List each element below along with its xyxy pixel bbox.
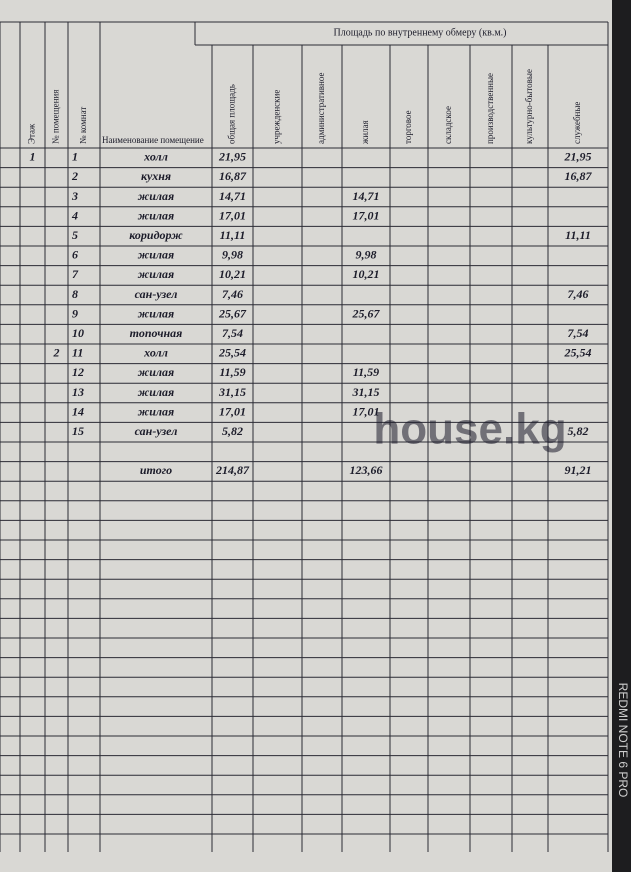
device-label: REDMI NOTE 6 PRO xyxy=(616,683,630,798)
cell-service: 7,54 xyxy=(568,326,589,340)
group-title: Площадь по внутреннему обмеру (кв.м.) xyxy=(333,27,506,38)
cell-service: 11,11 xyxy=(565,228,591,242)
cell-name: жилая xyxy=(138,208,174,222)
cell-total: 17,01 xyxy=(219,404,246,418)
cell-room: 12 xyxy=(72,365,84,379)
cell-service: 91,21 xyxy=(565,463,592,477)
column-header: учрежденские xyxy=(272,90,282,144)
cell-living: 31,15 xyxy=(352,385,380,399)
cell-total: 9,98 xyxy=(222,248,243,262)
cell-room: 13 xyxy=(72,385,84,399)
cell-room: 1 xyxy=(72,150,78,164)
cell-service: 21,95 xyxy=(564,150,592,164)
cell-name: жилая xyxy=(138,365,174,379)
cell-living: 17,01 xyxy=(353,208,380,222)
column-header: Этаж xyxy=(27,123,37,144)
cell-living: 11,59 xyxy=(353,365,379,379)
column-header: складское xyxy=(443,106,453,144)
cell-service: 7,46 xyxy=(568,287,589,301)
cell-total: 7,46 xyxy=(222,287,243,301)
cell-total: 5,82 xyxy=(222,424,243,438)
cell-living: 10,21 xyxy=(353,267,380,281)
cell-total: 31,15 xyxy=(218,385,246,399)
cell-total: 14,71 xyxy=(219,189,246,203)
cell-living: 14,71 xyxy=(353,189,380,203)
cell-name: сан-узел xyxy=(135,287,178,301)
cell-total: 11,11 xyxy=(220,228,246,242)
cell-living: 17,01 xyxy=(353,404,380,418)
cell-name: жилая xyxy=(138,248,174,262)
cell-room: 7 xyxy=(72,267,79,281)
cell-living: 9,98 xyxy=(356,248,377,262)
cell-name: холл xyxy=(143,346,168,360)
cell-premise: 2 xyxy=(53,346,60,360)
cell-name: жилая xyxy=(138,385,174,399)
column-header: общая площадь xyxy=(227,84,237,144)
cell-total: 25,67 xyxy=(218,306,247,320)
column-header: служебные xyxy=(572,102,582,144)
edge xyxy=(612,0,631,872)
column-header: Наименование помещение xyxy=(102,135,204,145)
cell-name: кухня xyxy=(141,169,171,183)
cell-room: 4 xyxy=(71,208,78,222)
column-header: № комнат xyxy=(78,107,88,144)
cell-total: 11,59 xyxy=(219,365,245,379)
paper xyxy=(0,0,612,872)
watermark: house.kg xyxy=(373,405,566,454)
column-header: производственные xyxy=(485,73,495,144)
column-header: № помещения xyxy=(51,90,61,144)
cell-name: жилая xyxy=(138,306,174,320)
cell-room: 10 xyxy=(72,326,84,340)
cell-service: 16,87 xyxy=(565,169,593,183)
cell-room: 11 xyxy=(72,346,83,360)
cell-total: 17,01 xyxy=(219,208,246,222)
cell-total: 214,87 xyxy=(215,463,250,477)
cell-service: 5,82 xyxy=(568,424,589,438)
column-header: культурно-бытовые xyxy=(524,69,534,144)
cell-name: сан-узел xyxy=(135,424,178,438)
cell-total: 7,54 xyxy=(222,326,243,340)
cell-name: итого xyxy=(140,463,172,477)
column-header: административное xyxy=(316,73,326,144)
cell-name: холл xyxy=(143,150,168,164)
cell-room: 8 xyxy=(72,287,78,301)
cell-room: 3 xyxy=(71,189,78,203)
cell-name: коридорж xyxy=(129,228,183,242)
cell-room: 9 xyxy=(72,306,78,320)
cell-total: 16,87 xyxy=(219,169,247,183)
cell-name: жилая xyxy=(138,404,174,418)
cell-room: 6 xyxy=(72,248,78,262)
cell-living: 123,66 xyxy=(350,463,383,477)
cell-total: 25,54 xyxy=(218,346,246,360)
cell-name: жилая xyxy=(138,267,174,281)
cell-room: 5 xyxy=(72,228,78,242)
column-header: жилая xyxy=(360,120,370,145)
cell-total: 21,95 xyxy=(218,150,246,164)
cell-room: 2 xyxy=(71,169,78,183)
column-header: торговое xyxy=(403,110,413,144)
cell-service: 25,54 xyxy=(564,346,592,360)
cell-room: 14 xyxy=(72,404,84,418)
cell-name: топочная xyxy=(130,326,183,340)
cell-total: 10,21 xyxy=(219,267,246,281)
cell-room: 15 xyxy=(72,424,84,438)
cell-name: жилая xyxy=(138,189,174,203)
cell-living: 25,67 xyxy=(352,306,381,320)
cell-floor: 1 xyxy=(30,150,36,164)
